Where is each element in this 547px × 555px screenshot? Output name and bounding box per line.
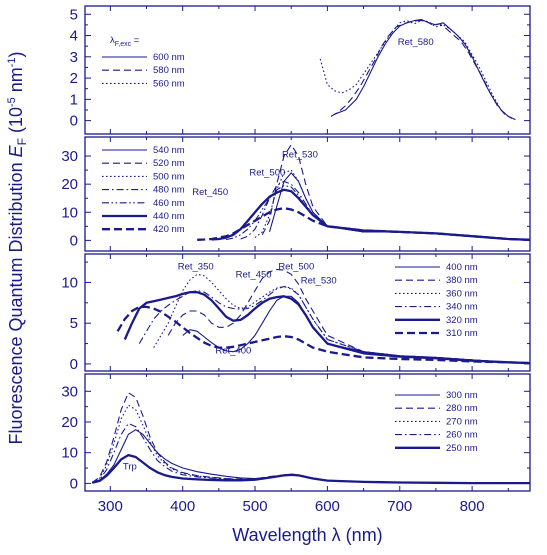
series-line-340-nm [138, 285, 530, 364]
series-line-600-nm [334, 19, 516, 121]
x-tick-label: 700 [387, 498, 412, 515]
series-line-420-nm [197, 206, 530, 241]
legend-label: 320 nm [446, 315, 478, 326]
panel-1: 0 1 2 3 4 5 λF,exc = 600 nm 580 nm 560 nm Ret_580 [70, 5, 531, 135]
series-group [197, 144, 530, 241]
legend-label: 540 nm [153, 145, 185, 156]
legend-label: 480 nm [153, 185, 185, 196]
series-line-580-nm [330, 20, 513, 119]
panel-3: 0 5 10 400 nm 380 nm 360 nm 340 nm 320 nm 310 nm… [61, 253, 531, 373]
legend-label: 440 nm [153, 211, 185, 222]
series-line-320-nm [123, 291, 530, 365]
series-group [91, 392, 530, 485]
panel-frame [84, 5, 531, 135]
legend: 400 nm 380 nm 360 nm 340 nm 320 nm 310 nm [395, 262, 478, 339]
y-tick-label: 20 [61, 414, 78, 431]
x-tick-label: 500 [243, 498, 268, 515]
legend-label: 420 nm [153, 224, 185, 235]
y-tick-label: 10 [61, 204, 78, 221]
legend-label: 600 nm [153, 52, 185, 63]
x-tick-label: 400 [170, 498, 195, 515]
annotation: Ret_580 [398, 37, 434, 48]
y-tick-label: 30 [61, 148, 78, 165]
y-tick-label: 5 [70, 6, 78, 23]
series-line-500-nm [254, 169, 530, 241]
annotation: Ret_530 [301, 275, 337, 286]
legend-label: 270 nm [446, 416, 478, 427]
annotation: Ret_500 [249, 168, 285, 179]
y-tick-label: 5 [70, 315, 78, 332]
panel-2: 0 10 20 30 540 nm 520 nm 500 nm 480 nm 460 nm 440… [61, 136, 531, 252]
legend-label: 310 nm [446, 328, 478, 339]
annotation: Ret_350 [178, 261, 214, 272]
annotation: Ret_450 [192, 187, 228, 198]
y-tick-label: 10 [61, 445, 78, 462]
legend-label: 460 nm [153, 198, 185, 209]
series-group [319, 19, 516, 121]
series-line-460-nm [225, 185, 530, 241]
panel-frame [84, 253, 531, 372]
y-tick-label: 0 [70, 475, 78, 492]
x-tick-label: 600 [315, 498, 340, 515]
y-tick-label: 20 [61, 176, 78, 193]
y-axis-title: Fluorescence Quantum Distribution EF (10… [6, 51, 29, 444]
legend-label: 340 nm [446, 302, 478, 313]
annotation: Trp [123, 461, 137, 472]
legend-label: 520 nm [153, 158, 185, 169]
y-tick-label: 3 [70, 49, 78, 66]
legend-label: 280 nm [446, 403, 478, 414]
legend-label: 260 nm [446, 430, 478, 441]
annotation: Ret_450 [236, 270, 272, 281]
panel-4: 0 10 20 30 300 nm 280 nm 270 nm 260 nm 250 nm Trp [61, 373, 531, 492]
annotation: Ret_400 [215, 345, 251, 356]
y-tick-label: 30 [61, 383, 78, 400]
series-line-270-nm [91, 404, 530, 484]
annotation: Ret_500 [278, 261, 314, 272]
panel-frame [84, 136, 531, 252]
series-line-380-nm [167, 268, 530, 364]
y-tick-label: 0 [70, 356, 78, 373]
legend-label: 500 nm [153, 171, 185, 182]
series-line-250-nm [91, 453, 530, 485]
legend-title: λF,exc = [110, 35, 140, 48]
y-tick-label: 0 [70, 113, 78, 130]
x-tick-label: 800 [460, 498, 485, 515]
legend: 300 nm 280 nm 270 nm 260 nm 250 nm [395, 390, 478, 454]
legend-label: 300 nm [446, 390, 478, 401]
legend: λF,exc = 600 nm 580 nm 560 nm [102, 35, 185, 89]
series-group [116, 268, 530, 365]
legend-label: 580 nm [153, 65, 185, 76]
legend-label: 400 nm [446, 262, 478, 273]
y-tick-label: 0 [70, 232, 78, 249]
annotation: Ret_530 [282, 149, 318, 160]
panel-frame [84, 373, 531, 492]
legend: 540 nm 520 nm 500 nm 480 nm 460 nm 440 nm 420 … [102, 145, 185, 235]
x-axis-title: Wavelength λ (nm) [232, 525, 382, 545]
legend-label: 560 nm [153, 78, 185, 89]
legend-label: 360 nm [446, 288, 478, 299]
legend-label: 380 nm [446, 275, 478, 286]
legend-label: 250 nm [446, 443, 478, 454]
x-tick-label: 300 [98, 498, 123, 515]
series-line-540-nm [268, 172, 530, 241]
y-tick-label: 4 [70, 28, 78, 45]
y-tick-label: 1 [70, 91, 78, 108]
series-line-310-nm [116, 305, 530, 365]
y-tick-label: 10 [61, 274, 78, 291]
y-tick-label: 2 [70, 70, 78, 87]
